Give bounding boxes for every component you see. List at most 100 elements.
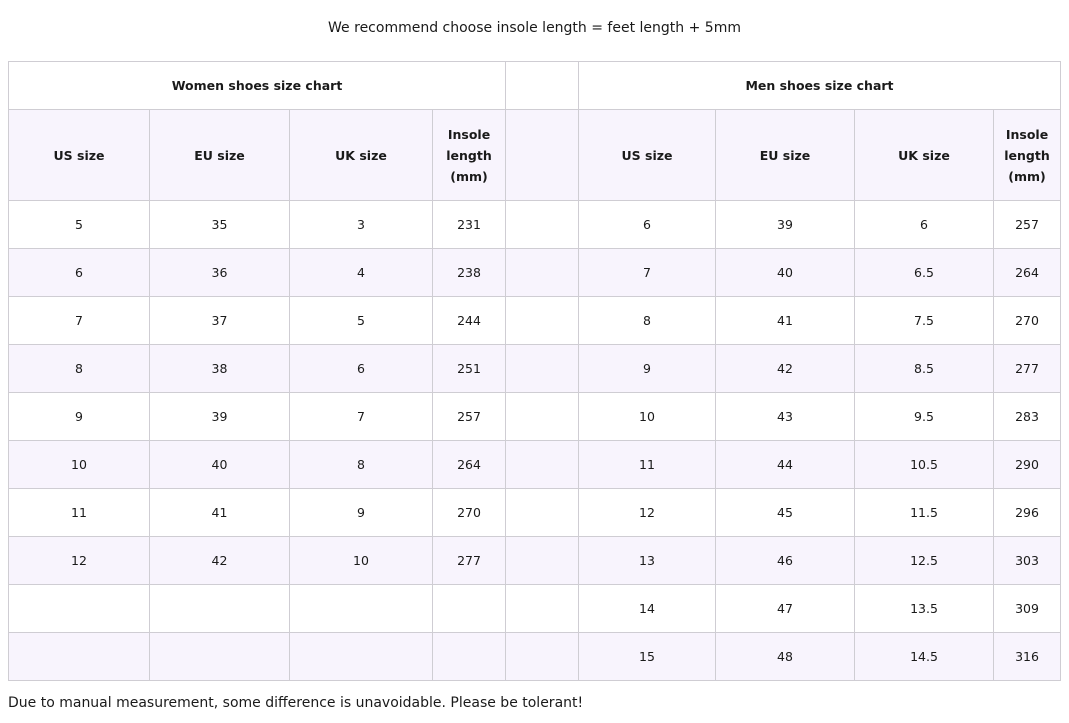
men-uk-size-cell: 8.5 <box>854 344 994 393</box>
women-us-size-cell <box>8 584 150 633</box>
women-us-size-cell: 6 <box>8 248 150 297</box>
women-header-insole-length: Insole length (mm) <box>432 109 506 201</box>
men-uk-size-cell: 13.5 <box>854 584 994 633</box>
men-uk-size-cell: 6.5 <box>854 248 994 297</box>
column-headers: US size EU size UK size Insole length (mm) U… <box>8 109 1061 201</box>
men-insole-length-cell: 296 <box>993 488 1061 537</box>
men-insole-length-cell: 316 <box>993 632 1061 681</box>
table-row: 12 42 10 277 13 46 12.5 303 <box>8 536 1061 585</box>
men-us-size-cell: 14 <box>578 584 716 633</box>
men-us-size-cell: 10 <box>578 392 716 441</box>
men-eu-size-cell: 48 <box>715 632 855 681</box>
spacer-cell <box>505 488 579 537</box>
women-insole-length-cell: 231 <box>432 200 506 249</box>
spacer-cell <box>505 440 579 489</box>
women-uk-size-cell <box>289 632 433 681</box>
spacer-cell <box>505 344 579 393</box>
women-uk-size-cell: 10 <box>289 536 433 585</box>
women-uk-size-cell: 3 <box>289 200 433 249</box>
women-header-uk-size: UK size <box>289 109 433 201</box>
table-row: 14 47 13.5 309 <box>8 584 1061 633</box>
women-insole-length-cell <box>432 632 506 681</box>
men-us-size-cell: 11 <box>578 440 716 489</box>
men-uk-size-cell: 9.5 <box>854 392 994 441</box>
women-eu-size-cell: 41 <box>149 488 290 537</box>
women-chart-title: Women shoes size chart <box>8 61 506 110</box>
women-insole-length-cell: 264 <box>432 440 506 489</box>
size-chart-table: Women shoes size chart Men shoes size ch… <box>8 61 1061 681</box>
spacer-cell <box>505 248 579 297</box>
men-eu-size-cell: 41 <box>715 296 855 345</box>
men-header-insole-length: Insole length (mm) <box>993 109 1061 201</box>
men-insole-length-cell: 257 <box>993 200 1061 249</box>
women-uk-size-cell: 4 <box>289 248 433 297</box>
women-insole-length-cell: 244 <box>432 296 506 345</box>
women-eu-size-cell: 37 <box>149 296 290 345</box>
spacer-cell <box>505 584 579 633</box>
women-insole-length-cell: 238 <box>432 248 506 297</box>
spacer-cell <box>505 200 579 249</box>
men-insole-length-cell: 264 <box>993 248 1061 297</box>
men-us-size-cell: 8 <box>578 296 716 345</box>
women-us-size-cell: 8 <box>8 344 150 393</box>
women-eu-size-cell: 38 <box>149 344 290 393</box>
women-uk-size-cell: 9 <box>289 488 433 537</box>
table-row: 15 48 14.5 316 <box>8 632 1061 681</box>
women-eu-size-cell: 39 <box>149 392 290 441</box>
spacer-cell <box>505 536 579 585</box>
table-row: 11 41 9 270 12 45 11.5 296 <box>8 488 1061 537</box>
men-insole-length-cell: 290 <box>993 440 1061 489</box>
table-row: 6 36 4 238 7 40 6.5 264 <box>8 248 1061 297</box>
spacer-cell <box>505 632 579 681</box>
men-us-size-cell: 12 <box>578 488 716 537</box>
men-eu-size-cell: 40 <box>715 248 855 297</box>
women-header-us-size: US size <box>8 109 150 201</box>
women-eu-size-cell: 36 <box>149 248 290 297</box>
men-header-us-size: US size <box>578 109 716 201</box>
spacer-cell <box>505 109 579 201</box>
women-insole-length-cell: 277 <box>432 536 506 585</box>
women-eu-size-cell <box>149 584 290 633</box>
women-us-size-cell: 11 <box>8 488 150 537</box>
women-us-size-cell: 12 <box>8 536 150 585</box>
spacer-cell <box>505 61 579 110</box>
women-uk-size-cell: 7 <box>289 392 433 441</box>
men-us-size-cell: 15 <box>578 632 716 681</box>
women-uk-size-cell <box>289 584 433 633</box>
men-uk-size-cell: 14.5 <box>854 632 994 681</box>
women-eu-size-cell: 35 <box>149 200 290 249</box>
men-header-uk-size: UK size <box>854 109 994 201</box>
table-row: 10 40 8 264 11 44 10.5 290 <box>8 440 1061 489</box>
men-eu-size-cell: 42 <box>715 344 855 393</box>
women-us-size-cell <box>8 632 150 681</box>
spacer-cell <box>505 296 579 345</box>
women-uk-size-cell: 5 <box>289 296 433 345</box>
women-eu-size-cell: 42 <box>149 536 290 585</box>
men-insole-length-cell: 309 <box>993 584 1061 633</box>
men-insole-length-cell: 277 <box>993 344 1061 393</box>
women-uk-size-cell: 6 <box>289 344 433 393</box>
men-uk-size-cell: 11.5 <box>854 488 994 537</box>
men-us-size-cell: 13 <box>578 536 716 585</box>
women-insole-length-cell: 270 <box>432 488 506 537</box>
men-eu-size-cell: 43 <box>715 392 855 441</box>
men-insole-length-cell: 303 <box>993 536 1061 585</box>
men-us-size-cell: 6 <box>578 200 716 249</box>
table-row: 8 38 6 251 9 42 8.5 277 <box>8 344 1061 393</box>
men-insole-length-cell: 270 <box>993 296 1061 345</box>
women-header-eu-size: EU size <box>149 109 290 201</box>
table-row: 7 37 5 244 8 41 7.5 270 <box>8 296 1061 345</box>
men-uk-size-cell: 10.5 <box>854 440 994 489</box>
table-row: 9 39 7 257 10 43 9.5 283 <box>8 392 1061 441</box>
men-us-size-cell: 9 <box>578 344 716 393</box>
men-insole-length-cell: 283 <box>993 392 1061 441</box>
women-eu-size-cell <box>149 632 290 681</box>
men-eu-size-cell: 39 <box>715 200 855 249</box>
men-uk-size-cell: 12.5 <box>854 536 994 585</box>
men-eu-size-cell: 45 <box>715 488 855 537</box>
women-uk-size-cell: 8 <box>289 440 433 489</box>
women-us-size-cell: 5 <box>8 200 150 249</box>
men-chart-title: Men shoes size chart <box>578 61 1061 110</box>
women-insole-length-cell: 257 <box>432 392 506 441</box>
women-us-size-cell: 7 <box>8 296 150 345</box>
